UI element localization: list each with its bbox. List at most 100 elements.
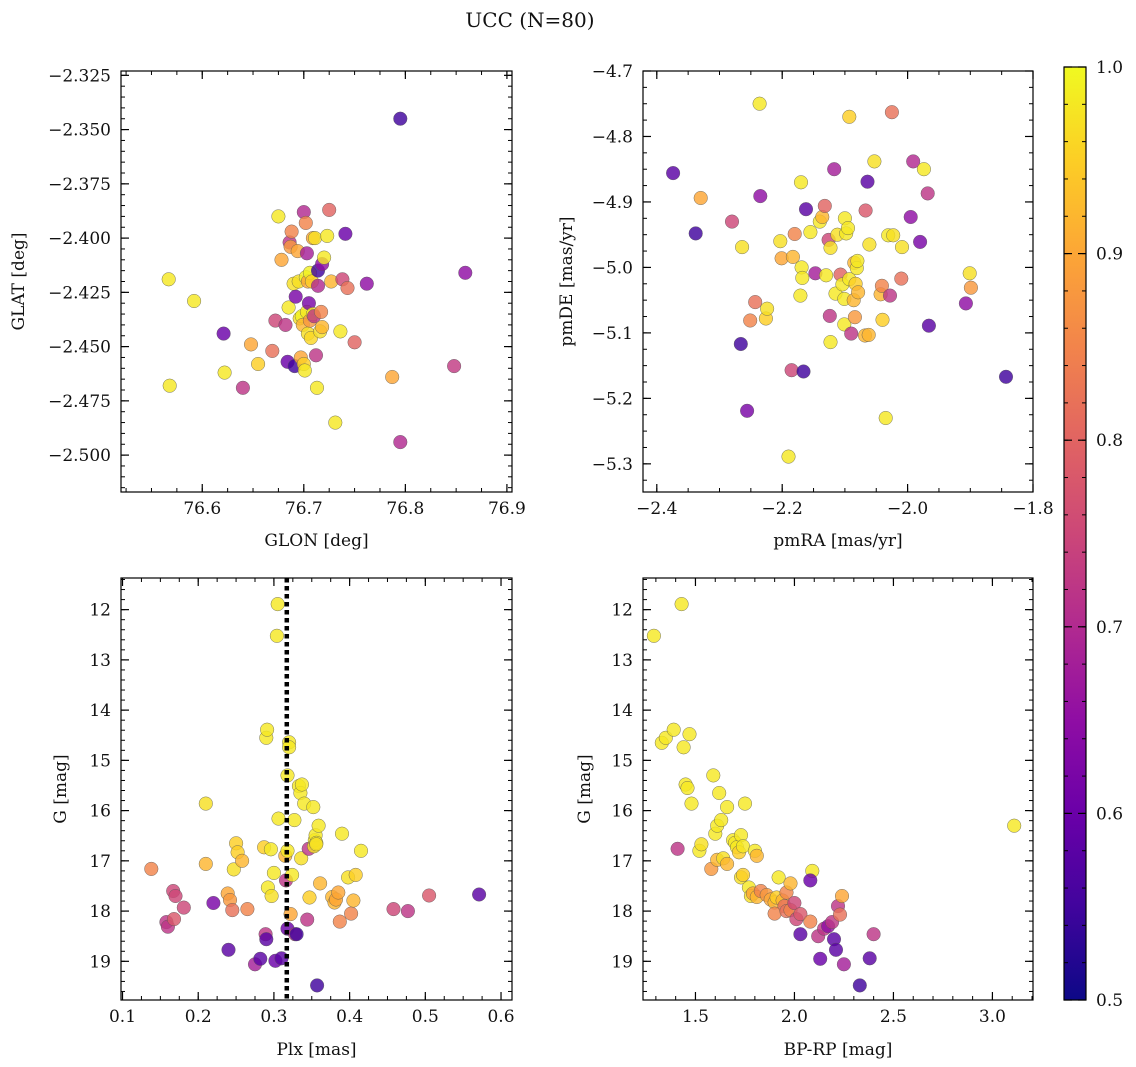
scatter-point bbox=[270, 597, 285, 612]
x-axis-label: GLON [deg] bbox=[264, 531, 368, 551]
scatter-point bbox=[738, 796, 753, 811]
x-tick-label: 0.1 bbox=[109, 1007, 136, 1027]
scatter-point bbox=[920, 186, 935, 201]
scatter-point bbox=[823, 335, 838, 350]
scatter-point bbox=[906, 154, 921, 169]
x-tick-label: −2.2 bbox=[762, 499, 803, 519]
scatter-point bbox=[666, 166, 681, 181]
scatter-point bbox=[271, 811, 286, 826]
scatter-point bbox=[720, 856, 735, 871]
scatter-point bbox=[894, 271, 909, 286]
y-axis-label: pmDE [mas/yr] bbox=[557, 216, 577, 346]
scatter-point bbox=[235, 380, 250, 395]
y-tick-label: 17 bbox=[89, 852, 111, 872]
scatter-point bbox=[263, 842, 278, 857]
scatter-point bbox=[260, 722, 275, 737]
y-tick-label: 14 bbox=[611, 701, 633, 721]
scatter-point bbox=[822, 308, 837, 323]
scatter-point bbox=[760, 301, 775, 316]
scatter-point bbox=[264, 889, 279, 904]
scatter-point bbox=[335, 826, 350, 841]
scatter-point bbox=[684, 796, 699, 811]
y-tick-label: 13 bbox=[89, 651, 111, 671]
scatter-point bbox=[354, 843, 369, 858]
scatter-point bbox=[860, 174, 875, 189]
scatter-point bbox=[921, 318, 936, 333]
y-tick-label: 13 bbox=[611, 651, 633, 671]
scatter-point bbox=[274, 252, 289, 267]
scatter-point bbox=[712, 786, 727, 801]
y-tick-label: 19 bbox=[611, 952, 633, 972]
y-tick-label: 18 bbox=[611, 902, 633, 922]
scatter-point bbox=[962, 266, 977, 281]
scatter-point bbox=[682, 727, 697, 742]
scatter-point bbox=[913, 234, 928, 249]
scatter-point bbox=[317, 250, 332, 265]
scatter-point bbox=[347, 335, 362, 350]
scatter-point bbox=[958, 296, 973, 311]
panel-plx-g: 0.1 0.2 0.3 0.4 0.5 0.6 12 13 14 15 16 17 18 19 Plx [… bbox=[51, 577, 515, 1060]
y-tick-label: −5.3 bbox=[592, 455, 633, 475]
scatter-point bbox=[803, 225, 818, 240]
scatter-point bbox=[176, 900, 191, 915]
scatter-point bbox=[259, 932, 274, 947]
scatter-point bbox=[289, 927, 304, 942]
scatter-point bbox=[813, 951, 828, 966]
scatter-point bbox=[447, 359, 462, 374]
scatter-point bbox=[817, 198, 832, 213]
scatter-point bbox=[300, 912, 315, 927]
x-tick-label: 0.2 bbox=[185, 1007, 212, 1027]
scatter-point bbox=[385, 370, 400, 385]
scatter-point bbox=[670, 841, 685, 856]
scatter-point bbox=[694, 837, 709, 852]
colorbar-tick-label: 0.7 bbox=[1096, 618, 1123, 638]
colorbar-tick-label: 0.6 bbox=[1096, 804, 1123, 824]
scatter-point bbox=[322, 202, 337, 217]
scatter-point bbox=[299, 246, 314, 261]
y-tick-label: 16 bbox=[611, 802, 633, 822]
colorbar-bar bbox=[1063, 66, 1087, 1001]
y-tick-label: 16 bbox=[89, 802, 111, 822]
axes-pmra-pmde: −2.4 −2.2 −2.0 −1.8 −4.7 −4.8 −4.9 −5.0 −5.1 −5.2… bbox=[592, 62, 1054, 519]
colorbar-tick-label: 0.5 bbox=[1096, 991, 1123, 1011]
x-tick-label: 2.5 bbox=[880, 1007, 907, 1027]
scatter-point bbox=[294, 777, 309, 792]
scatter-point bbox=[271, 209, 286, 224]
y-tick-label: −4.8 bbox=[592, 127, 633, 147]
scatter-point bbox=[916, 162, 931, 177]
scatter-point bbox=[187, 294, 202, 309]
scatter-point bbox=[309, 348, 324, 363]
scatter-point bbox=[314, 304, 329, 319]
y-tick-label: −4.7 bbox=[592, 62, 633, 82]
scatter-point bbox=[835, 889, 850, 904]
scatter-point bbox=[400, 904, 415, 919]
y-tick-label: −5.1 bbox=[592, 324, 633, 344]
scatter-point bbox=[266, 865, 281, 880]
scatter-point bbox=[311, 278, 326, 293]
scatter-point bbox=[346, 893, 361, 908]
scatter-point bbox=[752, 96, 767, 111]
scatter-point bbox=[850, 253, 865, 268]
x-tick-label: 2.0 bbox=[781, 1007, 808, 1027]
scatter-point bbox=[216, 326, 231, 341]
y-axis-label: G [mag] bbox=[51, 754, 71, 823]
scatter-point bbox=[874, 278, 889, 293]
y-tick-label: −2.325 bbox=[48, 66, 111, 86]
scatter-point bbox=[823, 240, 838, 255]
scatter-point bbox=[799, 202, 814, 217]
scatter-points-plx-g bbox=[144, 578, 487, 1000]
scatter-point bbox=[793, 907, 808, 922]
scatter-point bbox=[221, 942, 236, 957]
x-tick-label: 76.9 bbox=[488, 499, 526, 519]
plot-frame bbox=[120, 577, 513, 1001]
scatter-point bbox=[787, 226, 802, 241]
scatter-point bbox=[803, 914, 818, 929]
scatter-point bbox=[161, 272, 176, 287]
panel-pmra-pmde: −2.4 −2.2 −2.0 −1.8 −4.7 −4.8 −4.9 −5.0 −5.1 −5.2… bbox=[557, 62, 1054, 551]
scatter-point bbox=[162, 378, 177, 393]
colorbar-tick-label: 1.0 bbox=[1096, 58, 1123, 78]
scatter-point bbox=[306, 800, 321, 815]
colorbar-tick-label: 0.8 bbox=[1096, 431, 1123, 451]
scatter-point bbox=[198, 796, 213, 811]
y-tick-label: −2.375 bbox=[48, 175, 111, 195]
